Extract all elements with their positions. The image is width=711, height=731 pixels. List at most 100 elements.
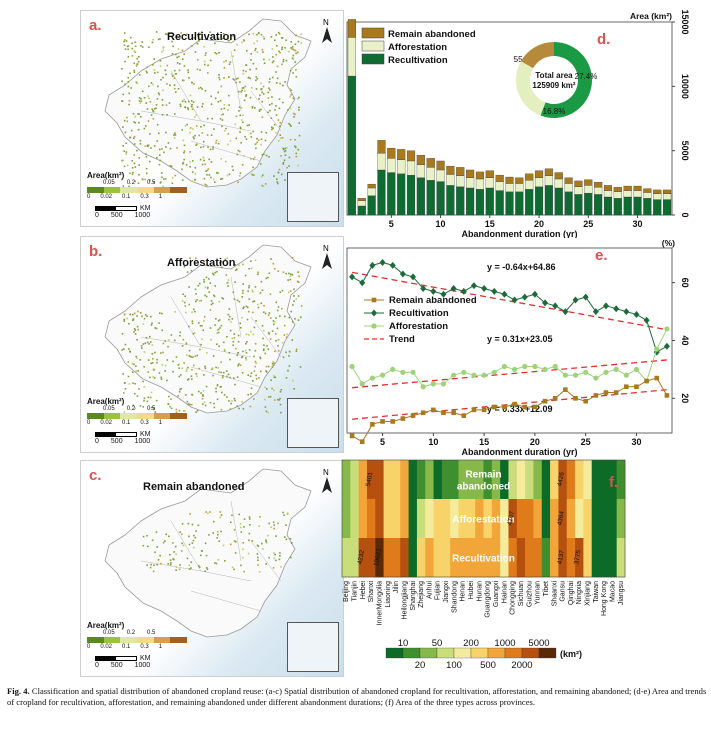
map-speckle	[136, 315, 138, 317]
map-speckle	[254, 156, 256, 159]
map-speckle	[261, 184, 264, 187]
legend-title: Area(km²)	[87, 171, 125, 180]
map-speckle	[179, 531, 181, 533]
map-speckle	[145, 155, 148, 158]
map-speckle	[133, 162, 136, 165]
province-label: Anhui	[426, 581, 433, 599]
heatmap-cell	[591, 499, 601, 539]
map-speckle	[150, 362, 152, 365]
map-speckle	[239, 126, 242, 129]
heatmap-cell	[500, 460, 509, 500]
heatmap-cell	[342, 499, 351, 539]
map-panel-2: b. Afforestation N Area(km²) 0.05 0.2 0.5 0 0.…	[80, 236, 344, 453]
point-afforestation	[633, 366, 640, 373]
map-speckle	[160, 181, 162, 183]
map-speckle	[283, 514, 285, 517]
heatmap-cell	[491, 538, 501, 578]
map-speckle	[179, 564, 181, 566]
map-speckle	[196, 35, 199, 37]
map-speckle	[220, 178, 222, 180]
map-speckle	[191, 81, 193, 84]
map-speckle	[271, 102, 273, 105]
scale-unit: KM	[140, 205, 151, 212]
heatmap-cell	[400, 460, 409, 500]
heatmap-cell	[508, 538, 518, 578]
map-speckle	[170, 334, 173, 336]
map-speckle	[121, 67, 123, 70]
province-boundary	[190, 590, 262, 612]
map-speckle	[283, 150, 286, 153]
province-boundary	[190, 140, 262, 162]
point-remain-abandoned	[623, 384, 629, 390]
map-speckle	[173, 134, 175, 136]
map-speckle	[222, 113, 224, 116]
point-remain-abandoned	[491, 404, 497, 410]
map-speckle	[191, 378, 193, 380]
map-speckle	[207, 168, 210, 170]
map-speckle	[252, 291, 254, 293]
map-speckle	[149, 396, 152, 399]
point-remain-abandoned	[603, 390, 609, 395]
map-speckle	[264, 406, 267, 408]
heatmap-cell	[400, 538, 409, 578]
bar-remain-abandoned	[456, 167, 465, 176]
map-speckle	[291, 339, 294, 341]
legend-label: Recultivation	[389, 308, 449, 319]
map-speckle	[193, 37, 196, 39]
map-speckle	[289, 95, 291, 98]
map-speckle	[166, 83, 168, 85]
map-speckle	[220, 158, 222, 160]
map-speckle	[245, 342, 247, 345]
map-speckle	[158, 372, 161, 374]
map-speckle	[169, 559, 172, 561]
map-speckle	[131, 42, 133, 45]
map-speckle	[265, 541, 268, 544]
map-speckle	[173, 551, 175, 553]
map-speckle	[142, 535, 145, 538]
bar-recultivation	[623, 196, 632, 216]
map-speckle	[122, 126, 124, 128]
scale-labels: 0 500 1000	[95, 212, 151, 219]
map-speckle	[157, 558, 160, 561]
map-speckle	[158, 93, 161, 96]
map-speckle	[215, 142, 217, 144]
map-speckle	[203, 320, 205, 322]
map-speckle	[268, 58, 271, 61]
heatmap-cell	[458, 538, 468, 578]
map-speckle	[186, 33, 188, 36]
map-speckle	[279, 552, 281, 554]
map-speckle	[168, 32, 171, 34]
map-speckle	[205, 184, 208, 187]
map-speckle	[262, 348, 265, 351]
map-speckle	[134, 329, 137, 332]
map-speckle	[281, 289, 284, 292]
legend-swatch	[153, 187, 171, 193]
map-speckle	[134, 121, 137, 124]
map-speckle	[192, 101, 195, 103]
map-speckle	[191, 311, 193, 313]
map-speckle	[134, 166, 137, 168]
map-speckle	[160, 172, 163, 174]
colorbar-swatch	[436, 647, 455, 659]
map-speckle	[226, 174, 229, 177]
map-speckle	[129, 313, 131, 316]
map-speckle	[134, 382, 136, 385]
map-speckle	[183, 65, 186, 67]
map-speckle	[191, 45, 193, 47]
map-speckle	[250, 393, 252, 395]
map-speckle	[284, 315, 286, 318]
map-speckle	[244, 274, 247, 277]
legend-swatch	[170, 637, 188, 643]
map-speckle	[272, 127, 274, 130]
bar-recultivation	[347, 75, 356, 216]
map-speckle	[245, 64, 247, 67]
bar-afforestation	[594, 187, 603, 195]
map-speckle	[299, 366, 302, 368]
map-speckle	[221, 260, 223, 263]
map-speckle	[174, 132, 176, 134]
province-label: Guizhou	[526, 581, 533, 607]
heatmap-cell	[516, 460, 526, 500]
province-label: Qinghai	[568, 581, 575, 606]
point-afforestation	[542, 366, 548, 373]
map-speckle	[245, 333, 248, 336]
